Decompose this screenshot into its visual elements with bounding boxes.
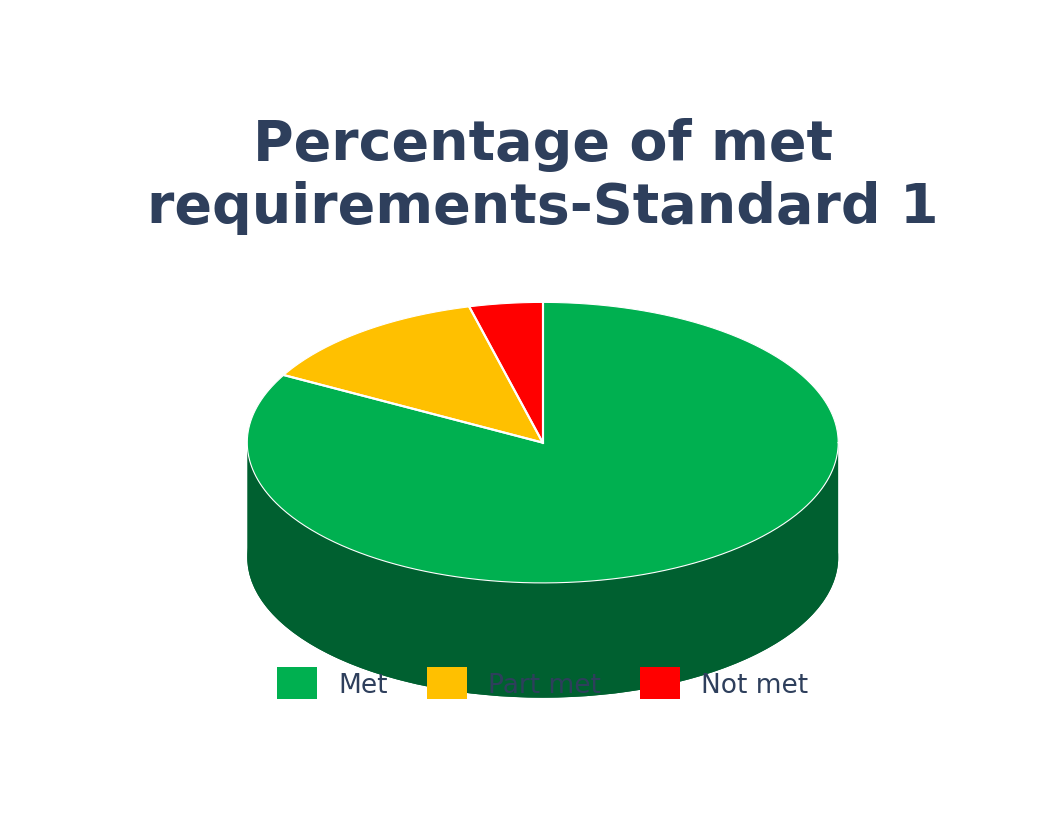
Polygon shape xyxy=(284,308,542,443)
Polygon shape xyxy=(248,443,838,698)
Polygon shape xyxy=(248,303,838,583)
Ellipse shape xyxy=(247,418,839,698)
Polygon shape xyxy=(469,303,542,443)
Text: Percentage of met
requirements-Standard 1: Percentage of met requirements-Standard … xyxy=(147,118,938,235)
Legend: Met, Part met, Not met: Met, Part met, Not met xyxy=(267,657,819,710)
